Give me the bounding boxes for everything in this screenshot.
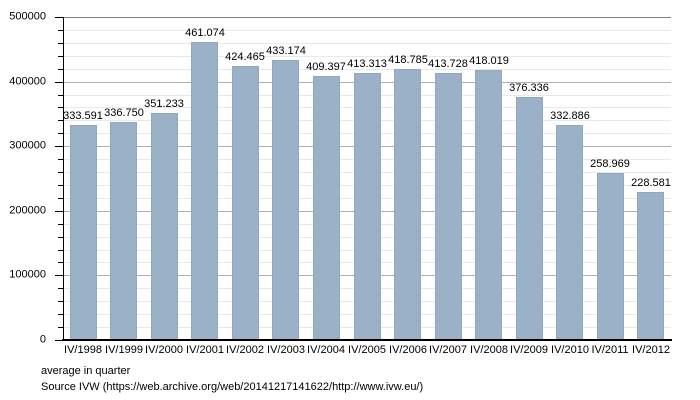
y-tick-minor bbox=[58, 133, 63, 134]
bar-value-label: 413.728 bbox=[428, 58, 468, 70]
bar-IV/2003 bbox=[272, 60, 299, 340]
bar-IV/1999 bbox=[110, 122, 137, 340]
x-axis-tick-label: IV/1999 bbox=[105, 344, 143, 356]
x-axis-tick-label: IV/2011 bbox=[591, 344, 629, 356]
y-tick-minor bbox=[58, 224, 63, 225]
y-axis-tick-label: 200000 bbox=[9, 204, 46, 217]
y-tick-minor bbox=[58, 314, 63, 315]
x-axis-tick-label: IV/2001 bbox=[186, 344, 224, 356]
y-tick-minor bbox=[58, 69, 63, 70]
bar-IV/2009 bbox=[516, 97, 543, 340]
y-tick-minor bbox=[58, 250, 63, 251]
bar-IV/2012 bbox=[637, 192, 664, 340]
gridline-minor bbox=[63, 69, 671, 70]
bar-value-label: 413.313 bbox=[347, 58, 387, 70]
bar-IV/2002 bbox=[232, 66, 259, 340]
x-axis-tick-label: IV/2012 bbox=[632, 344, 670, 356]
y-tick-minor bbox=[58, 185, 63, 186]
bar-IV/2004 bbox=[313, 76, 340, 340]
gridline-minor bbox=[63, 43, 671, 44]
y-tick-minor bbox=[58, 262, 63, 263]
y-tick-major bbox=[55, 17, 63, 18]
y-tick-minor bbox=[58, 198, 63, 199]
y-tick-major bbox=[55, 340, 63, 341]
bar-value-label: 424.465 bbox=[225, 51, 265, 63]
y-tick-minor bbox=[58, 172, 63, 173]
plot-top-border bbox=[63, 17, 671, 18]
y-tick-minor bbox=[58, 120, 63, 121]
y-tick-minor bbox=[58, 30, 63, 31]
y-tick-minor bbox=[58, 237, 63, 238]
y-axis-tick-label: 500000 bbox=[9, 10, 46, 23]
bar-IV/2006 bbox=[394, 69, 421, 340]
y-tick-minor bbox=[58, 107, 63, 108]
y-tick-minor bbox=[58, 288, 63, 289]
bar-value-label: 433.174 bbox=[266, 45, 306, 57]
y-tick-major bbox=[55, 275, 63, 276]
y-axis-line bbox=[63, 17, 64, 340]
y-tick-minor bbox=[58, 327, 63, 328]
bar-value-label: 228.581 bbox=[631, 177, 671, 189]
x-axis-tick-label: IV/1998 bbox=[64, 344, 102, 356]
bar-value-label: 258.969 bbox=[590, 158, 630, 170]
y-tick-minor bbox=[58, 56, 63, 57]
x-axis-tick-label: IV/2009 bbox=[510, 344, 548, 356]
bar-value-label: 332.886 bbox=[550, 110, 590, 122]
bar-IV/2005 bbox=[354, 73, 381, 340]
gridline-minor bbox=[63, 30, 671, 31]
source-note: Source IVW (https://web.archive.org/web/… bbox=[41, 381, 424, 393]
bar-IV/2010 bbox=[556, 125, 583, 340]
plot-area: 333.591 336.750 351.233 461.074 424.465 433.1… bbox=[63, 17, 671, 340]
y-tick-minor bbox=[58, 159, 63, 160]
x-axis-tick-label: IV/2002 bbox=[226, 344, 264, 356]
x-axis-tick-label: IV/2008 bbox=[470, 344, 508, 356]
x-axis-tick-label: IV/2000 bbox=[145, 344, 183, 356]
x-axis-tick-label: IV/2003 bbox=[267, 344, 305, 356]
bar-value-label: 333.591 bbox=[63, 110, 103, 122]
y-tick-major bbox=[55, 82, 63, 83]
chart-caption: average in quarter bbox=[41, 365, 131, 377]
x-axis-tick-label: IV/2007 bbox=[429, 344, 467, 356]
bar-value-label: 376.336 bbox=[509, 82, 549, 94]
x-axis-line bbox=[62, 339, 672, 341]
bar-IV/2001 bbox=[191, 42, 218, 340]
bar-IV/2011 bbox=[597, 173, 624, 340]
gridline-minor bbox=[63, 56, 671, 57]
bar-value-label: 418.019 bbox=[469, 55, 509, 67]
x-axis-tick-label: IV/2010 bbox=[551, 344, 589, 356]
bar-value-label: 461.074 bbox=[185, 27, 225, 39]
y-tick-minor bbox=[58, 301, 63, 302]
y-axis-tick-label: 100000 bbox=[9, 268, 46, 281]
x-axis-tick-label: IV/2004 bbox=[307, 344, 345, 356]
x-axis-tick-label: IV/2006 bbox=[389, 344, 427, 356]
bar-IV/2007 bbox=[435, 73, 462, 340]
y-tick-major bbox=[55, 211, 63, 212]
bar-value-label: 409.397 bbox=[306, 61, 346, 73]
bar-value-label: 418.785 bbox=[388, 54, 428, 66]
bar-IV/1998 bbox=[70, 125, 97, 340]
y-tick-minor bbox=[58, 43, 63, 44]
y-axis-tick-label: 300000 bbox=[9, 139, 46, 152]
y-axis-tick-label: 0 bbox=[39, 333, 46, 346]
bar-IV/2000 bbox=[151, 113, 178, 340]
x-axis-tick-label: IV/2005 bbox=[348, 344, 386, 356]
y-tick-minor bbox=[58, 95, 63, 96]
y-axis-tick-label: 400000 bbox=[9, 75, 46, 88]
bar-IV/2008 bbox=[475, 70, 502, 340]
y-tick-major bbox=[55, 146, 63, 147]
bar-value-label: 351.233 bbox=[144, 98, 184, 110]
bar-value-label: 336.750 bbox=[104, 107, 144, 119]
